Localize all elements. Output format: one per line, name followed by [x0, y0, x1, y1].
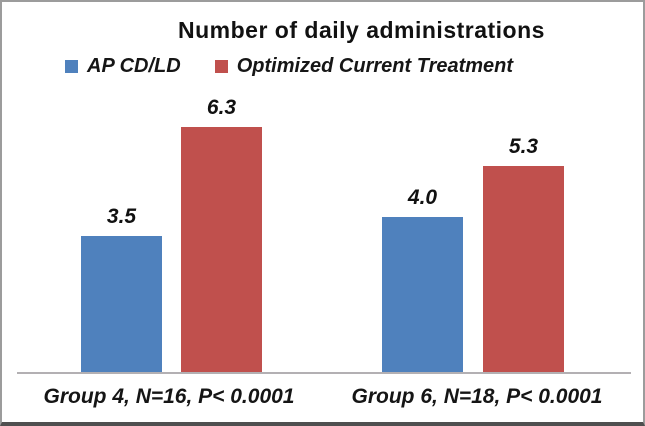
legend: AP CD/LD Optimized Current Treatment	[65, 55, 513, 78]
bar-value-label-group4-ap-cdld: 3.5	[106, 205, 137, 228]
bar-group4-ap-cdld: 3.5	[81, 205, 162, 373]
legend-item-ap-cdld: AP CD/LD	[65, 55, 181, 78]
legend-marker-optimized-current-treatment-icon	[214, 60, 228, 73]
legend-item-optimized-current-treatment: Optimized Current Treatment	[214, 55, 514, 78]
legend-marker-ap-cdld-icon	[65, 60, 78, 73]
bar-group6-ap-cdld: 4.0	[382, 186, 463, 373]
x-axis-line	[17, 372, 631, 374]
category-label-group4: Group 4, N=16, P< 0.0001	[43, 385, 295, 408]
legend-label-optimized-current-treatment: Optimized Current Treatment	[236, 55, 514, 77]
bar-value-label-group6-optimized-current-treatment: 5.3	[508, 135, 539, 158]
bar-group6-optimized-current-treatment: 5.3	[483, 135, 564, 373]
category-label-group6: Group 6, N=18, P< 0.0001	[351, 385, 603, 408]
chart-title: Number of daily administrations	[178, 17, 545, 43]
legend-label-ap-cdld: AP CD/LD	[87, 55, 181, 77]
plot-area: 3.5 6.3 4.0 5.3	[2, 2, 643, 422]
bar-group4-optimized-current-treatment: 6.3	[181, 96, 262, 373]
bar-value-label-group4-optimized-current-treatment: 6.3	[206, 96, 237, 119]
bar-value-label-group6-ap-cdld: 4.0	[407, 186, 438, 209]
